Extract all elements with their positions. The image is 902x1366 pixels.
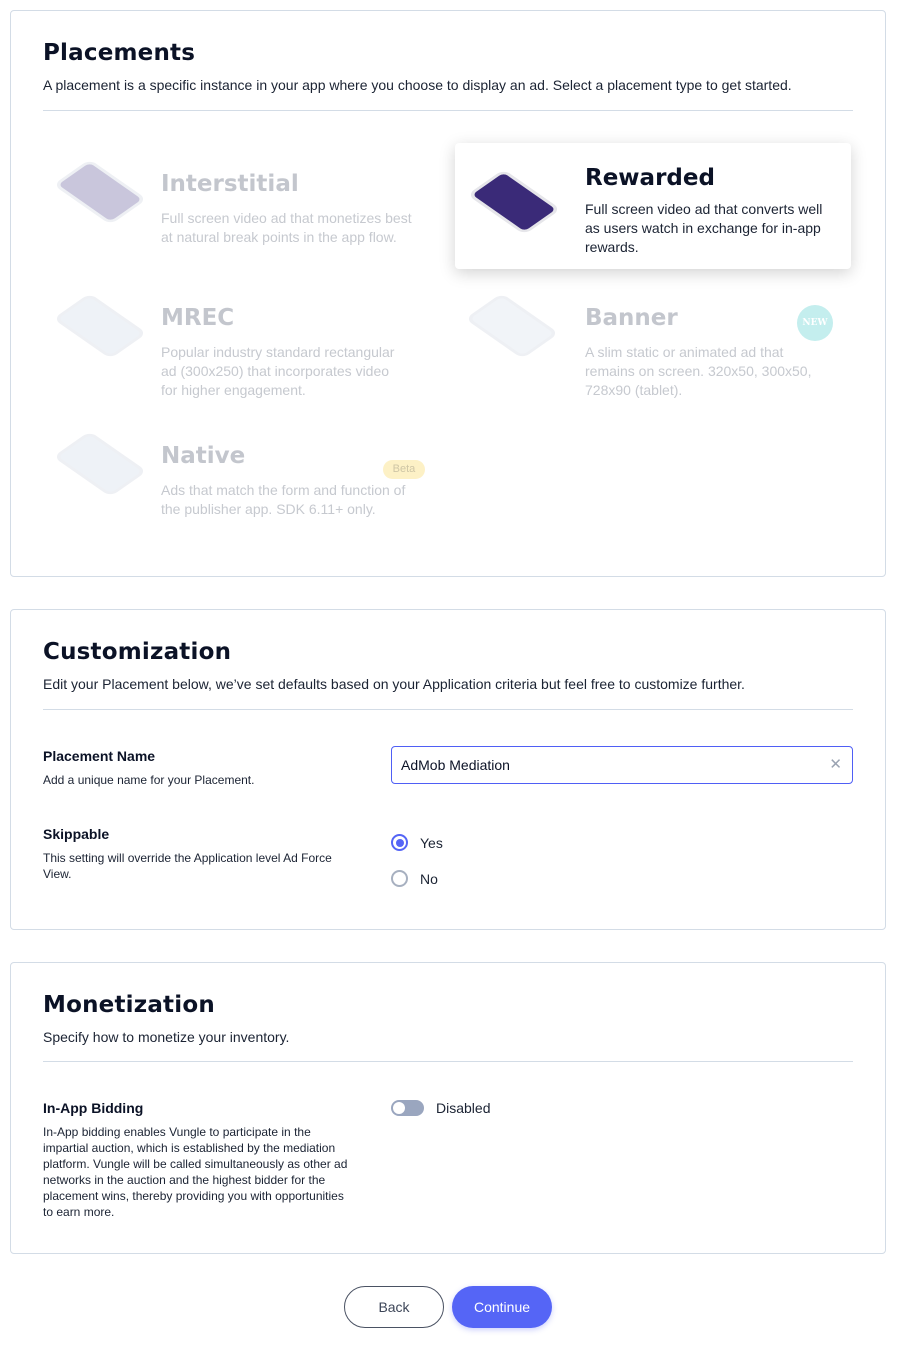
bidding-label: In-App Bidding xyxy=(43,1100,144,1116)
placement-desc: Ads that match the form and function of … xyxy=(161,482,406,517)
placement-interstitial[interactable]: Interstitial Full screen video ad that m… xyxy=(43,143,439,269)
placement-mrec[interactable]: MREC Popular industry standard rectangul… xyxy=(43,277,439,403)
placement-desc: Full screen video ad that converts well … xyxy=(585,201,823,255)
placement-banner[interactable]: Banner A slim static or animated ad that… xyxy=(455,277,851,403)
placement-rewarded[interactable]: Rewarded Full screen video ad that conve… xyxy=(455,143,851,269)
placements-title: Placements xyxy=(43,40,196,66)
back-button[interactable]: Back xyxy=(344,1286,444,1328)
phone-illustration-icon xyxy=(53,293,147,359)
placement-title: Native xyxy=(161,443,246,469)
placement-title: Banner xyxy=(585,305,678,331)
monetization-title: Monetization xyxy=(43,992,215,1018)
monetization-subtitle: Specify how to monetize your inventory. xyxy=(43,1029,290,1045)
customization-subtitle: Edit your Placement below, we’ve set def… xyxy=(43,676,745,692)
placement-title: Interstitial xyxy=(161,171,299,197)
radio-checked-icon[interactable] xyxy=(391,834,408,851)
new-badge: NEW xyxy=(797,305,833,341)
radio-label: Yes xyxy=(420,834,443,851)
placement-title: MREC xyxy=(161,305,235,331)
phone-illustration-icon xyxy=(53,159,147,225)
placements-subtitle: A placement is a specific instance in yo… xyxy=(43,77,792,93)
continue-button[interactable]: Continue xyxy=(452,1286,552,1328)
placement-name-value: AdMob Mediation xyxy=(401,757,510,773)
beta-badge: Beta xyxy=(383,460,425,479)
radio-no[interactable]: No xyxy=(391,870,438,887)
placement-name-label: Placement Name xyxy=(43,748,156,764)
customization-title: Customization xyxy=(43,639,232,665)
radio-yes[interactable]: Yes xyxy=(391,834,443,851)
skippable-label: Skippable xyxy=(43,826,110,842)
clear-icon[interactable]: ✕ xyxy=(829,756,842,773)
bidding-state: Disabled xyxy=(436,1100,491,1116)
placements-card: Placements A placement is a specific ins… xyxy=(10,10,886,577)
customization-card: Customization Edit your Placement below,… xyxy=(10,609,886,930)
divider xyxy=(43,1061,853,1062)
divider xyxy=(43,709,853,710)
radio-label: No xyxy=(420,870,438,887)
placement-native[interactable]: Native Ads that match the form and funct… xyxy=(43,415,439,541)
divider xyxy=(43,110,853,111)
skippable-help: This setting will override the Applicati… xyxy=(43,851,332,881)
phone-illustration-icon xyxy=(53,431,147,497)
placement-title: Rewarded xyxy=(585,165,715,191)
placement-desc: A slim static or animated ad that remain… xyxy=(585,344,812,398)
bidding-help: In-App bidding enables Vungle to partici… xyxy=(43,1125,348,1219)
placement-name-input[interactable]: AdMob Mediation ✕ xyxy=(391,746,853,784)
toggle-knob xyxy=(393,1102,405,1114)
phone-illustration-icon xyxy=(467,169,561,235)
radio-unchecked-icon[interactable] xyxy=(391,870,408,887)
phone-illustration-icon xyxy=(465,293,559,359)
placement-desc: Full screen video ad that monetizes best… xyxy=(161,210,412,245)
bidding-toggle[interactable] xyxy=(391,1100,424,1116)
placement-desc: Popular industry standard rectangular ad… xyxy=(161,344,395,398)
monetization-card: Monetization Specify how to monetize you… xyxy=(10,962,886,1254)
placement-name-help: Add a unique name for your Placement. xyxy=(43,773,255,787)
